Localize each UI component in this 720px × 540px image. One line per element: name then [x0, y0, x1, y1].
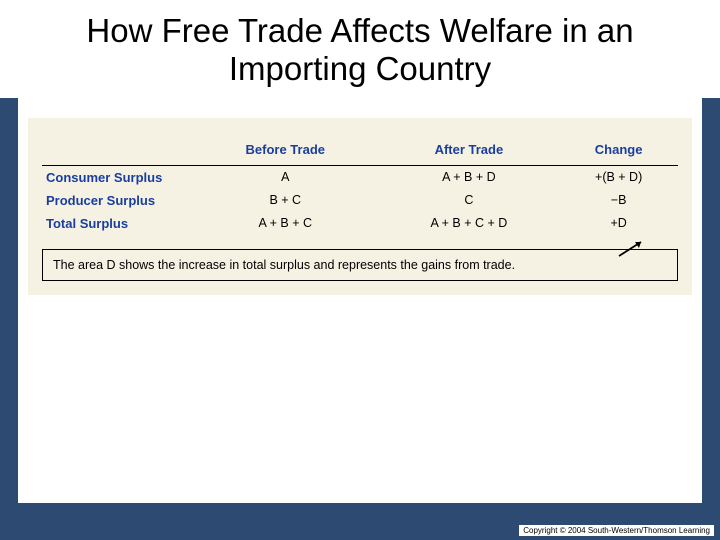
content-area: Before Trade After Trade Change Consumer… [18, 98, 702, 503]
footnote: The area D shows the increase in total s… [42, 249, 678, 281]
cell-before: A [192, 165, 379, 189]
table-row: Producer Surplus B + C C −B [42, 189, 678, 212]
welfare-table-wrap: Before Trade After Trade Change Consumer… [28, 118, 692, 295]
header-empty [42, 136, 192, 166]
row-label: Total Surplus [42, 212, 192, 235]
header-change: Change [559, 136, 678, 166]
copyright-text: Copyright © 2004 South-Western/Thomson L… [519, 525, 714, 536]
welfare-table: Before Trade After Trade Change Consumer… [42, 136, 678, 235]
table-header-row: Before Trade After Trade Change [42, 136, 678, 166]
cell-after: A + B + C + D [379, 212, 560, 235]
row-label: Consumer Surplus [42, 165, 192, 189]
cell-before: A + B + C [192, 212, 379, 235]
cell-after: C [379, 189, 560, 212]
slide-title: How Free Trade Affects Welfare in an Imp… [0, 0, 720, 98]
cell-change: −B [559, 189, 678, 212]
cell-change: +(B + D) [559, 165, 678, 189]
cell-before: B + C [192, 189, 379, 212]
table-row: Total Surplus A + B + C A + B + C + D +D [42, 212, 678, 235]
header-before: Before Trade [192, 136, 379, 166]
slide: How Free Trade Affects Welfare in an Imp… [0, 0, 720, 540]
table-row: Consumer Surplus A A + B + D +(B + D) [42, 165, 678, 189]
cell-change: +D [559, 212, 678, 235]
row-label: Producer Surplus [42, 189, 192, 212]
header-after: After Trade [379, 136, 560, 166]
cell-after: A + B + D [379, 165, 560, 189]
